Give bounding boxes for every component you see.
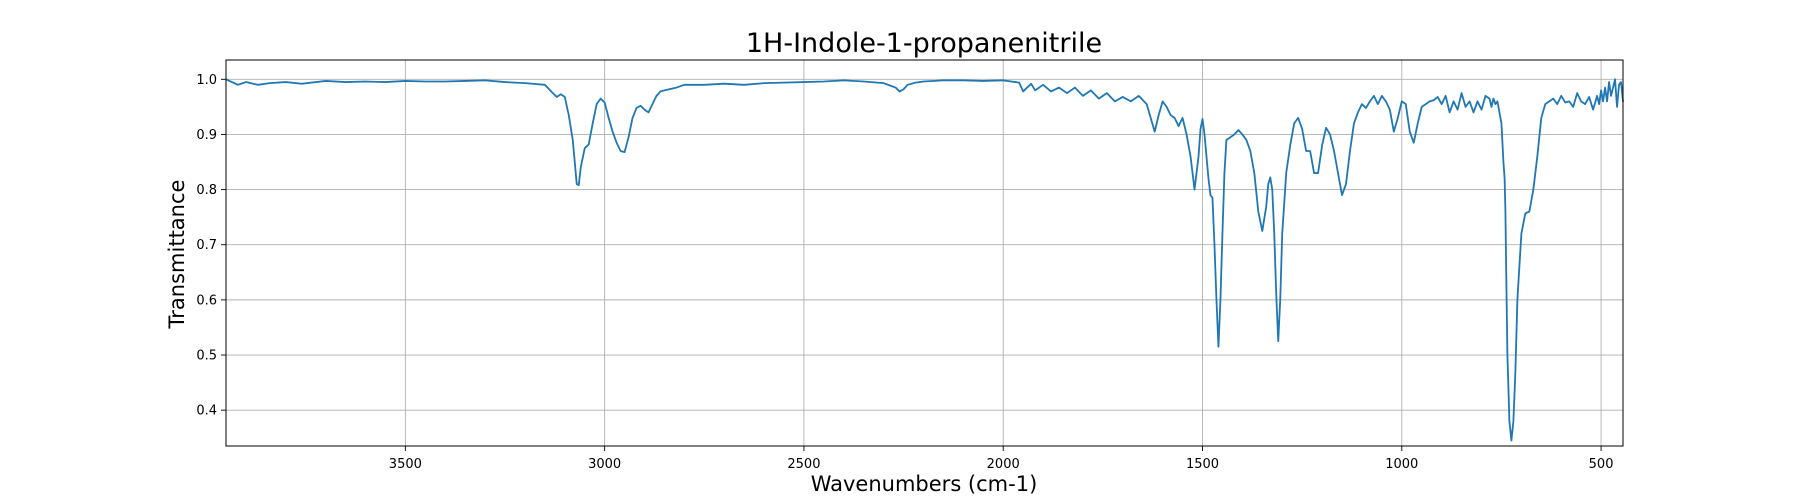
- x-tick-label: 2000: [987, 457, 1020, 472]
- y-tick-label: 0.9: [196, 128, 217, 143]
- x-axis-title: Wavenumbers (cm-1): [811, 472, 1038, 496]
- chart-title: 1H-Indole-1-propanenitrile: [746, 28, 1102, 59]
- plot-frame: [226, 60, 1623, 446]
- x-tick-label: 2500: [787, 457, 820, 472]
- y-tick-label: 0.4: [196, 404, 217, 419]
- y-tick-label: 1.0: [196, 73, 217, 88]
- x-tick-label: 3500: [389, 457, 422, 472]
- grid: [226, 60, 1623, 446]
- y-tick-label: 0.7: [196, 238, 217, 253]
- x-tick-label: 3000: [588, 457, 621, 472]
- y-tick-label: 0.8: [196, 183, 217, 198]
- y-axis-title: Transmittance: [165, 180, 189, 330]
- spectrum-line: [226, 79, 1623, 440]
- x-tick-label: 500: [1589, 457, 1614, 472]
- series-group: [226, 79, 1623, 440]
- y-tick-label: 0.6: [196, 293, 217, 308]
- x-tick-label: 1500: [1186, 457, 1219, 472]
- y-tick-label: 0.5: [196, 349, 217, 364]
- x-tick-label: 1000: [1385, 457, 1418, 472]
- axis-ticks: 3500 3000 2500 2000 1500 1000 500 0.4 0.5 0.6 0.7 0…: [196, 73, 1613, 472]
